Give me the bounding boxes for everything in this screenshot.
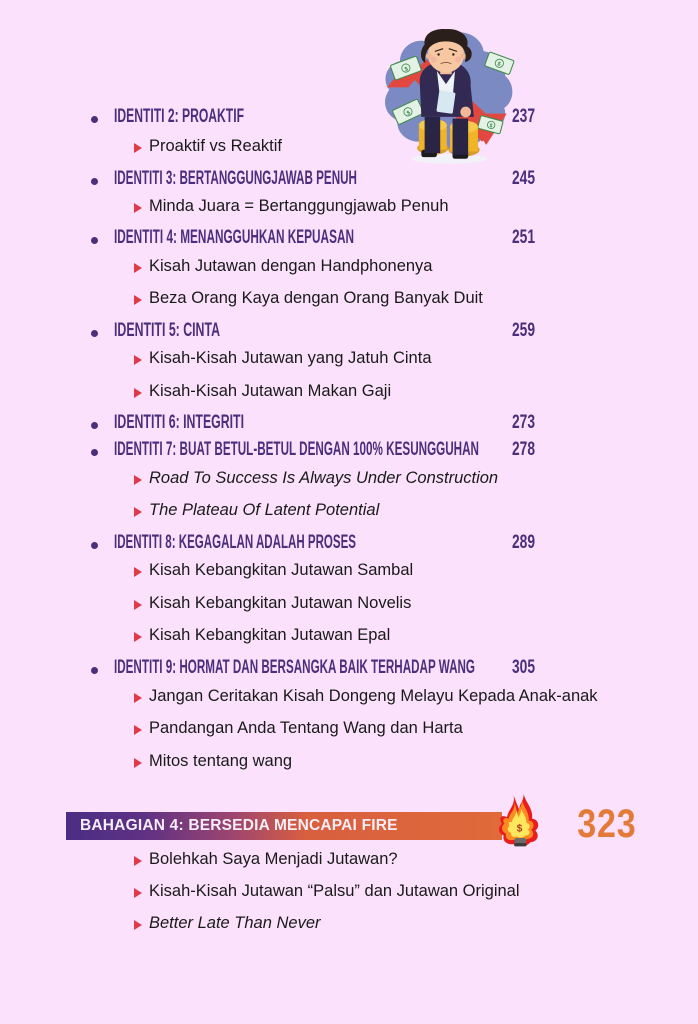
svg-text:IDENTITI 6: INTEGRITI: IDENTITI 6: INTEGRITI — [114, 412, 244, 433]
svg-text:IDENTITI 8: KEGAGALAN ADALAH P: IDENTITI 8: KEGAGALAN ADALAH PROSES — [114, 532, 356, 553]
svg-text:IDENTITI 2: PROAKTIF: IDENTITI 2: PROAKTIF — [114, 106, 244, 127]
svg-text:IDENTITI 3: BERTANGGUNGJAWAB P: IDENTITI 3: BERTANGGUNGJAWAB PENUH — [114, 168, 357, 189]
svg-text:251: 251 — [512, 227, 535, 248]
svg-text:237: 237 — [512, 106, 535, 127]
svg-text:259: 259 — [512, 320, 535, 341]
svg-text:273: 273 — [512, 412, 535, 433]
svg-text:IDENTITI 7: BUAT BETUL-BETUL D: IDENTITI 7: BUAT BETUL-BETUL DENGAN 100%… — [114, 439, 479, 460]
svg-text:IDENTITI 5: CINTA: IDENTITI 5: CINTA — [114, 320, 220, 341]
svg-text:IDENTITI 9: HORMAT DAN BERSANG: IDENTITI 9: HORMAT DAN BERSANGKA BAIK TE… — [114, 657, 475, 678]
svg-text:IDENTITI 4: MENANGGUHKAN KEPUA: IDENTITI 4: MENANGGUHKAN KEPUASAN — [114, 227, 354, 248]
svg-text:278: 278 — [512, 439, 535, 460]
svg-text:$: $ — [517, 823, 523, 834]
svg-text:305: 305 — [512, 657, 535, 678]
svg-text:289: 289 — [512, 532, 535, 553]
svg-text:245: 245 — [512, 168, 535, 189]
